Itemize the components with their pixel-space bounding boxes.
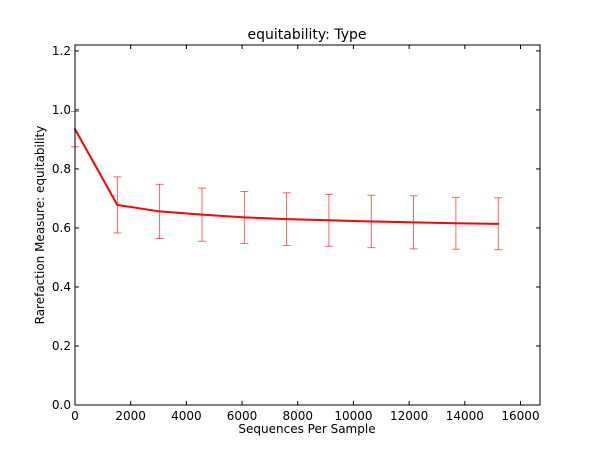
x-tick-label: 6000	[227, 409, 258, 423]
x-tick-label: 4000	[171, 409, 202, 423]
data-point	[285, 218, 288, 221]
x-tick-label: 8000	[282, 409, 313, 423]
x-tick-label: 0	[71, 409, 79, 423]
y-tick-label: 0.6	[52, 221, 71, 235]
x-tick-label: 2000	[115, 409, 146, 423]
data-point	[243, 216, 246, 219]
x-axis-label: Sequences Per Sample	[238, 422, 375, 436]
y-tick-label: 0.8	[52, 162, 71, 176]
x-tick-label: 14000	[446, 409, 484, 423]
data-point	[200, 213, 203, 216]
data-point	[327, 219, 330, 222]
x-tick-label: 10000	[334, 409, 372, 423]
axes	[74, 44, 541, 406]
chart-title: equitability: Type	[248, 27, 367, 43]
x-tick-label: 16000	[501, 409, 539, 423]
data-point	[454, 222, 457, 225]
y-tick-label: 0.2	[52, 339, 71, 353]
data-point	[497, 222, 500, 225]
ticks: 0 2000 4000 6000 8000 10000 12000 14000 16000 0.0…	[52, 44, 540, 423]
y-tick-label: 1.2	[52, 44, 71, 58]
x-tick-label: 12000	[390, 409, 428, 423]
y-tick-label: 1.0	[52, 103, 71, 117]
data-point	[370, 220, 373, 223]
data-point	[116, 203, 119, 206]
y-axis-label: Rarefaction Measure: equitability	[33, 126, 47, 325]
y-tick-label: 0.4	[52, 280, 71, 294]
data-point	[158, 210, 161, 213]
axes-frame	[74, 44, 541, 406]
plot-area	[71, 110, 503, 251]
data-point	[412, 221, 415, 224]
y-tick-label: 0.0	[52, 398, 71, 412]
